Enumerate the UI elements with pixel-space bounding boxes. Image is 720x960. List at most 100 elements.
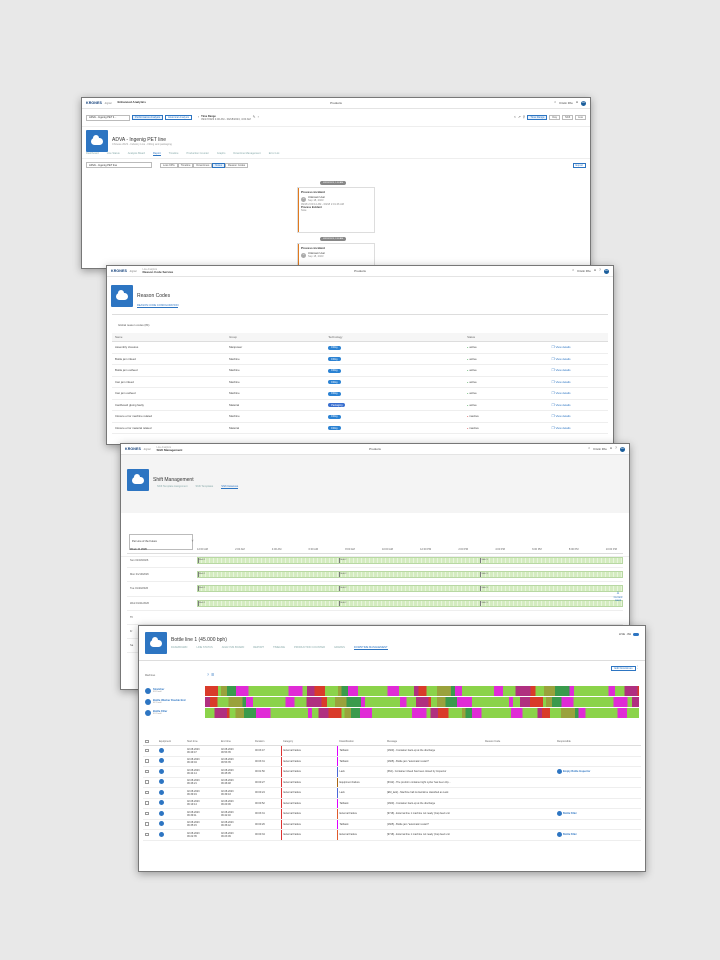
reason-code[interactable] — [483, 787, 555, 799]
product-selector[interactable]: Products — [330, 101, 342, 105]
col-duration[interactable]: Duration — [253, 738, 281, 746]
tab-line-status[interactable]: LINE STATUS — [196, 645, 213, 649]
view-reason-codes-button[interactable]: Reason Codes — [225, 162, 249, 168]
table-row[interactable]: Closure error machine related Machine Fill… — [112, 410, 608, 423]
tab-analysis-board[interactable]: ANALYSIS BOARD — [221, 645, 245, 649]
reason-code[interactable] — [483, 819, 555, 830]
table-row[interactable]: 02.08.2023 06:22:35 02.08.2023 06:23:09 00:0… — [143, 829, 641, 841]
bell-icon[interactable]: ● — [575, 100, 578, 105]
row-checkbox[interactable] — [145, 780, 149, 784]
category[interactable]: External Failure — [280, 808, 337, 820]
details-icon[interactable]: ❐ — [551, 356, 555, 361]
incident-card[interactable]: Process incident U Unknown User Sep 18, … — [297, 187, 375, 233]
more-icon[interactable]: ⋮ — [635, 665, 640, 670]
tab-shift-instances[interactable]: Shift Instances — [221, 485, 239, 489]
view-notes-button[interactable]: Notes — [212, 162, 226, 168]
tab-report[interactable]: REPORT — [253, 645, 264, 649]
view-loss-kpis-button[interactable]: Loss KPIs — [160, 162, 178, 168]
help-icon[interactable]: ? — [599, 268, 601, 273]
table-row[interactable]: 02.08.2023 06:44:14 02.08.2023 06:45:05 00:0… — [143, 766, 641, 778]
view-details-link[interactable]: View details — [555, 368, 571, 372]
share-icon[interactable]: < — [513, 114, 516, 119]
reason-code[interactable] — [483, 756, 555, 767]
tab-analysis-board[interactable]: Analysis Board — [127, 152, 145, 155]
reason-code[interactable] — [483, 798, 555, 809]
chevron-down-icon[interactable]: ˅ — [191, 539, 194, 543]
time-range-indicator[interactable]: LIVE · 8H — [618, 632, 631, 636]
current-week-button[interactable]: ♙ Current week — [611, 591, 625, 601]
category[interactable]: External Failure — [280, 787, 337, 799]
row-checkbox[interactable] — [145, 801, 149, 805]
details-icon[interactable]: ❐ — [551, 402, 555, 407]
view-details-link[interactable]: View details — [555, 379, 571, 384]
tab-downtime-management[interactable]: Downtime Management — [233, 152, 261, 155]
view-details-link[interactable]: View details — [555, 391, 571, 395]
view-downtimes-button[interactable]: Downtimes — [193, 162, 213, 168]
machine-name[interactable]: Bottle Washer Double End — [153, 699, 186, 702]
classification[interactable]: Tailback — [336, 798, 385, 809]
row-checkbox[interactable] — [145, 832, 149, 836]
table-row[interactable]: 02.08.2023 06:49:47 02.08.2023 06:53:35 00:0… — [143, 745, 641, 757]
export-button[interactable]: Export — [572, 162, 586, 168]
tab-production-counter[interactable]: Production Counter — [186, 152, 209, 155]
historical-analysis-button[interactable]: Historical Analysis — [165, 115, 192, 120]
avatar[interactable]: KR — [620, 446, 625, 452]
shift-track[interactable]: Shift 1 Shift 2 Shift 3 — [197, 571, 623, 579]
tab-report[interactable]: Report — [153, 152, 161, 156]
category[interactable]: External Failure — [280, 745, 337, 757]
bell-icon[interactable]: ● — [609, 446, 613, 451]
col-technology[interactable]: Technology — [325, 333, 465, 342]
equipment-icon[interactable] — [159, 789, 164, 795]
range-time-range-button[interactable]: Time Range — [527, 115, 548, 120]
classification[interactable]: Equipment Failure — [336, 777, 385, 788]
view-details-link[interactable]: View details — [555, 414, 571, 418]
classification[interactable]: External Failure — [336, 829, 385, 841]
tab-dashboard[interactable]: DASHBOARD — [171, 645, 188, 649]
help-icon[interactable]: ? — [207, 673, 209, 677]
view-details-link[interactable]: View details — [555, 402, 571, 407]
view-details-link[interactable]: View details — [555, 356, 571, 361]
tab-error-list[interactable]: Error List — [268, 152, 280, 155]
help-icon[interactable]: ? — [615, 446, 617, 451]
tab-reason-code-configuration[interactable]: REASON CODE CONFIGURATION — [137, 304, 179, 308]
classification[interactable]: Tailback — [336, 756, 385, 767]
machine-name[interactable]: Stretcher — [153, 688, 165, 691]
tab-downtime-management[interactable]: DOWNTIME MANAGEMENT — [353, 645, 388, 650]
table-row[interactable]: 02.08.2023 06:35:15 02.08.2023 06:36:42 00:0… — [143, 819, 641, 830]
performance-analysis-button[interactable]: Performance Analysis — [132, 115, 164, 120]
col-start-time[interactable]: Start time — [185, 738, 219, 746]
details-icon[interactable]: ❐ — [551, 368, 555, 372]
reason-code[interactable] — [483, 777, 555, 788]
table-row[interactable]: 02.08.2023 06:19:14 02.08.2023 06:20:06 00:0… — [143, 798, 641, 809]
responsible-name[interactable]: Empty Bottle Inspector — [563, 770, 591, 774]
avatar[interactable]: KR — [581, 100, 586, 106]
filter-icon[interactable]: ☰ — [210, 673, 215, 677]
machine-name[interactable]: Bottle Filler — [153, 710, 168, 713]
tab-shift-template-assignment[interactable]: Shift Template Assignment — [157, 485, 188, 488]
category[interactable]: External Failure — [280, 766, 337, 778]
home-icon[interactable]: ⌂ — [554, 100, 557, 105]
equipment-icon[interactable] — [159, 758, 164, 764]
table-row[interactable]: Closure error material related Material Fi… — [112, 422, 608, 434]
details-icon[interactable]: ❐ — [551, 345, 555, 349]
responsible-name[interactable]: Bottle Filler — [563, 833, 577, 837]
reason-code[interactable] — [483, 745, 555, 757]
classification[interactable]: Lack — [336, 787, 385, 799]
col-group[interactable]: Group — [226, 333, 326, 342]
row-checkbox[interactable] — [145, 811, 149, 815]
reason-code[interactable] — [483, 808, 555, 820]
chevron-left-icon[interactable]: ‹ — [198, 114, 200, 119]
view-timeline-button[interactable]: Timeline — [177, 162, 194, 168]
home-icon[interactable]: ⌂ — [588, 446, 591, 451]
range-day-button[interactable]: Day — [549, 115, 561, 120]
line-select[interactable]: Pet Line of the Future — [129, 533, 193, 550]
product-selector[interactable]: Products — [369, 447, 381, 451]
reason-code[interactable] — [483, 766, 555, 778]
table-row[interactable]: 02.08.2023 06:39:19 02.08.2023 06:39:43 00:0… — [143, 787, 641, 799]
incident-card[interactable]: Process incident U Unknown User Sep 18, … — [297, 243, 375, 268]
view-details-link[interactable]: View details — [555, 425, 571, 430]
